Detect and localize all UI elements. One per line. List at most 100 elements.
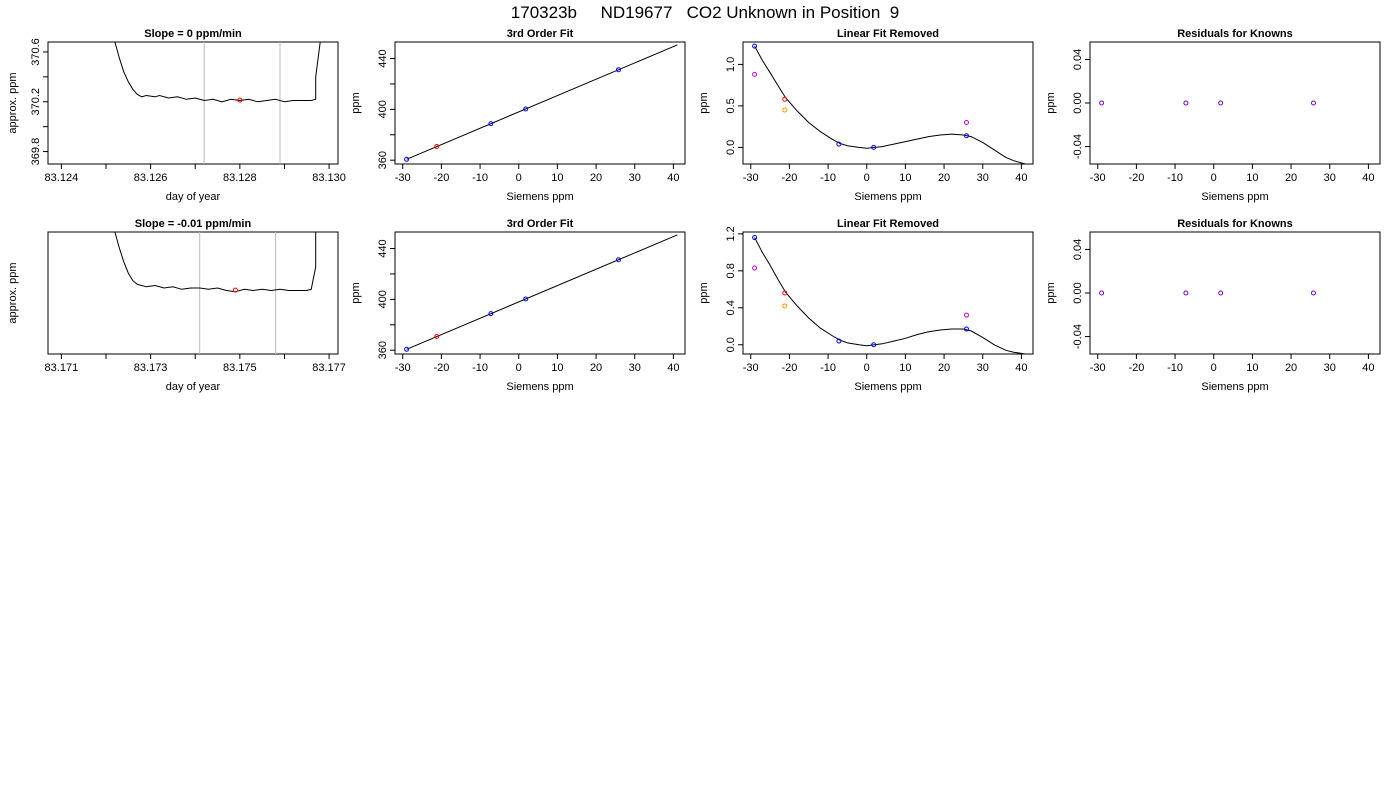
x-tick-label: 40 <box>667 362 679 374</box>
x-tick-label: 0 <box>516 172 522 184</box>
data-point <box>836 141 842 147</box>
plot-area <box>404 44 678 162</box>
panel-1: Slope = 0 ppm/min 83.124 83.126 83.128 83.13… <box>7 28 346 203</box>
y-tick-label: 370.2 <box>30 88 42 116</box>
fit-curve <box>754 45 1026 164</box>
y-tick-label: 0.5 <box>725 98 737 113</box>
x-tick-label: 83.177 <box>312 362 346 374</box>
y-tick-label: 0.00 <box>1072 92 1084 113</box>
data-point <box>404 156 410 162</box>
y-axis-label: approx. ppm <box>7 72 19 133</box>
y-tick-label: 360 <box>377 151 389 169</box>
data-point <box>782 303 788 309</box>
fit-curve <box>406 234 678 350</box>
x-axis-label: Siemens ppm <box>1201 381 1268 393</box>
y-tick-label: 0.4 <box>725 300 737 315</box>
x-tick-label: -20 <box>433 362 449 374</box>
y-tick-label: 369.8 <box>30 138 42 166</box>
plot-area <box>114 42 321 164</box>
data-point <box>782 107 788 113</box>
data-point <box>871 144 877 150</box>
x-tick-label: 40 <box>667 172 679 184</box>
plot-area <box>1099 100 1316 106</box>
plot-frame <box>1089 41 1381 165</box>
panel-title: Slope = 0 ppm/min <box>144 28 242 40</box>
x-tick-label: 30 <box>977 172 989 184</box>
y-axis-label: ppm <box>1045 92 1057 113</box>
data-point <box>752 235 758 241</box>
y-tick-label: -0.04 <box>1072 324 1084 349</box>
data-point <box>752 265 758 271</box>
y-tick-label: 1.2 <box>725 226 737 241</box>
y-tick-label: 1.0 <box>725 57 737 72</box>
y-tick-label: 400 <box>377 290 389 308</box>
data-point <box>488 121 494 127</box>
x-tick-label: -30 <box>743 362 759 374</box>
x-axis-label: Siemens ppm <box>506 191 573 203</box>
plot-area <box>1099 290 1316 296</box>
data-point <box>1310 100 1316 106</box>
panel-title: 3rd Order Fit <box>507 28 574 40</box>
x-tick-label: 0 <box>864 172 870 184</box>
x-tick-label: -10 <box>1167 362 1183 374</box>
data-point <box>232 287 238 293</box>
plot-area <box>114 232 317 354</box>
x-tick-label: 20 <box>1285 362 1297 374</box>
data-point <box>1183 100 1189 106</box>
plot-area <box>752 43 1026 164</box>
x-tick-label: -20 <box>781 172 797 184</box>
x-tick-label: 83.128 <box>223 172 257 184</box>
y-tick-label: 0.0 <box>725 337 737 352</box>
x-tick-label: 20 <box>938 172 950 184</box>
x-tick-label: -20 <box>781 362 797 374</box>
x-tick-label: 10 <box>551 172 563 184</box>
panel-title: Residuals for Knowns <box>1177 218 1293 230</box>
data-point <box>1218 100 1224 106</box>
panel-2: 3rd Order Fit -30 -20 -10 0 10 20 30 40 360 400 440… <box>350 28 686 203</box>
x-tick-label: -30 <box>1090 362 1106 374</box>
x-tick-label: -10 <box>820 172 836 184</box>
x-tick-label: 30 <box>1324 172 1336 184</box>
x-tick-label: -10 <box>820 362 836 374</box>
panel-title: Linear Fit Removed <box>837 218 939 230</box>
panel-5: Slope = -0.01 ppm/min 83.171 83.173 83.175 8… <box>7 218 346 393</box>
x-tick-label: 40 <box>1015 172 1027 184</box>
data-point <box>782 96 788 102</box>
data-point <box>963 326 969 332</box>
y-tick-label: 440 <box>377 49 389 67</box>
x-tick-label: -30 <box>743 172 759 184</box>
x-tick-label: 0 <box>1211 172 1217 184</box>
x-tick-label: 83.124 <box>45 172 79 184</box>
data-point <box>963 120 969 126</box>
y-tick-label: 0.04 <box>1072 49 1084 70</box>
y-axis-label: ppm <box>350 282 362 303</box>
y-tick-label: 0.8 <box>725 263 737 278</box>
y-tick-label: 400 <box>377 100 389 118</box>
x-axis-label: Siemens ppm <box>854 191 921 203</box>
y-axis-label: approx. ppm <box>7 262 19 323</box>
x-tick-label: -10 <box>472 362 488 374</box>
y-axis-label: ppm <box>350 92 362 113</box>
x-tick-label: 30 <box>629 362 641 374</box>
data-point <box>488 311 494 317</box>
x-tick-label: 30 <box>977 362 989 374</box>
x-tick-label: 0 <box>1211 362 1217 374</box>
y-tick-label: -0.04 <box>1072 134 1084 159</box>
x-axis-label: day of year <box>166 381 221 393</box>
series-line <box>114 232 317 293</box>
plot-frame <box>394 41 686 165</box>
series-line <box>114 42 321 103</box>
x-tick-label: -20 <box>433 172 449 184</box>
data-point <box>836 338 842 344</box>
plot-frame <box>47 41 339 165</box>
data-point <box>1099 290 1105 296</box>
data-point <box>782 290 788 296</box>
plot-frame <box>47 231 339 355</box>
panel-7: Linear Fit Removed -30 -20 -10 0 10 20 30 40 0.0 0… <box>698 218 1034 393</box>
y-tick-label: 440 <box>377 239 389 257</box>
x-tick-label: 10 <box>1246 362 1258 374</box>
x-tick-label: 40 <box>1362 172 1374 184</box>
data-point <box>752 71 758 77</box>
data-point <box>963 312 969 318</box>
x-tick-label: 83.126 <box>134 172 168 184</box>
